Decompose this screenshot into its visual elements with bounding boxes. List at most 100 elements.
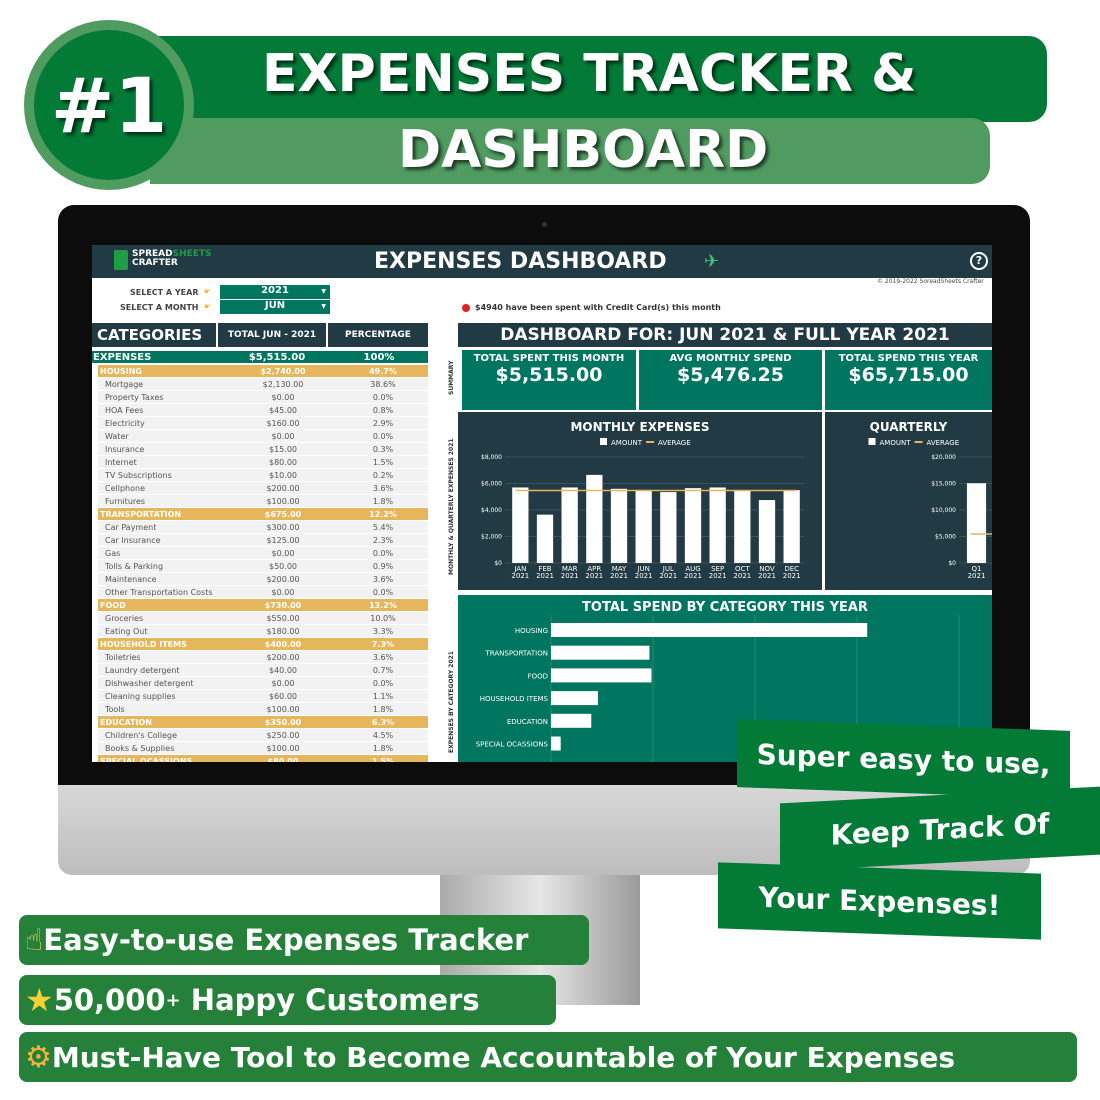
category-row: EDUCATION $350.00 6.3% [98, 716, 428, 728]
cell-pct: 0.2% [372, 470, 394, 480]
logo-text-b: SHEETS [172, 249, 212, 259]
total-pct: 100% [363, 351, 395, 363]
cell-amount: $2,130.00 [262, 379, 304, 389]
cell-name: Tools [105, 704, 125, 714]
bar [758, 500, 776, 563]
cell-name: TRANSPORTATION [100, 509, 182, 519]
help-button[interactable]: ? [970, 252, 988, 270]
cell-pct: 1.8% [372, 743, 394, 753]
table-row: Property Taxes $0.00 0.0% [98, 391, 428, 403]
x-tick-label-year: 2021 [709, 572, 727, 580]
cell-amount: $0.00 [271, 548, 295, 558]
cell-name: Toiletries [105, 652, 141, 662]
y-tick-label: $4,000 [481, 507, 502, 514]
cell-amount: $15.00 [269, 444, 297, 454]
year-select[interactable]: 2021 ▼ [220, 285, 330, 299]
cell-amount: $10.00 [269, 470, 297, 480]
category-row: SPECIAL OCASSIONS $80.00 1.5% [98, 755, 428, 762]
cell-pct: 1.5% [371, 756, 395, 763]
x-tick-label-year: 2021 [635, 572, 653, 580]
cell-name: Mortgage [105, 379, 144, 389]
cell-pct: 7.3% [371, 639, 395, 649]
x-tick-label-year: 2021 [585, 572, 603, 580]
webcam [542, 222, 547, 227]
side-label-charts: MONTHLY & QUARTERLY EXPENSES 2021 [448, 438, 455, 575]
chart-title: MONTHLY EXPENSES [570, 420, 709, 434]
table-row: Children's College $250.00 4.5% [98, 729, 428, 741]
chart-background [825, 412, 992, 590]
feature-easy: ☝ Easy-to-use Expenses Tracker [19, 915, 589, 965]
title-banner-top [150, 36, 1047, 122]
cell-pct: 3.6% [372, 574, 394, 584]
feature-text: Must-Have Tool to Become Accountable of … [51, 1040, 956, 1074]
cell-amount: $160.00 [266, 418, 300, 428]
y-tick-label: $15,000 [931, 481, 956, 488]
cell-pct: 0.9% [372, 561, 394, 571]
month-label: SELECT A MONTH [120, 303, 199, 312]
x-tick-label: OCT [735, 565, 750, 573]
cell-pct: 0.0% [372, 548, 394, 558]
cell-pct: 0.3% [372, 444, 394, 454]
cell-amount: $100.00 [266, 743, 300, 753]
table-header-categories: CATEGORIES [92, 323, 216, 347]
category-label: SPECIAL OCASSIONS [476, 741, 549, 749]
callout-3: Your Expenses! [718, 862, 1041, 940]
cell-amount: $45.00 [269, 405, 297, 415]
bar [660, 492, 677, 563]
cell-name: Car Payment [105, 522, 157, 532]
category-label: TRANSPORTATION [485, 650, 548, 658]
x-tick-label-year: 2021 [783, 572, 801, 580]
cell-pct: 0.0% [372, 431, 394, 441]
cell-pct: 2.9% [372, 418, 394, 428]
table-row: Cellphone $200.00 3.6% [98, 482, 428, 494]
cell-pct: 3.6% [372, 483, 394, 493]
legend-average: AVERAGE [658, 439, 691, 447]
title-banner-bottom [150, 118, 990, 184]
cell-amount: $200.00 [266, 574, 300, 584]
table-row: Furnitures $100.00 1.8% [98, 495, 428, 507]
cell-name: Furnitures [105, 496, 146, 506]
wrench-gear-icon: ⚙ [25, 1039, 52, 1075]
total-row: EXPENSES $5,515.00 100% [92, 351, 428, 363]
card-label: TOTAL SPENT THIS MONTH [473, 353, 625, 364]
table-row: Electricity $160.00 2.9% [98, 417, 428, 429]
month-value: JUN [264, 300, 286, 311]
rank-badge-text: #1 [34, 30, 184, 180]
year-label: SELECT A YEAR [130, 288, 199, 297]
chevron-down-icon: ▼ [321, 303, 326, 310]
cell-name: Property Taxes [105, 392, 164, 402]
dashboard-screen: SPREADSHEETS CRAFTER EXPENSES DASHBOARD ✈… [92, 245, 992, 762]
cell-amount: $180.00 [266, 626, 300, 636]
promo-title-line1: EXPENSES TRACKER & [262, 44, 917, 104]
cell-name: Internet [105, 457, 137, 467]
cell-name: Laundry detergent [105, 665, 180, 675]
legend-amount-swatch [868, 438, 876, 445]
cell-amount: $40.00 [269, 665, 297, 675]
side-label-category: EXPENSES BY CATEGORY 2021 [448, 651, 455, 753]
month-select[interactable]: JUN ▼ [220, 300, 330, 314]
x-tick-label-year: 2021 [684, 572, 702, 580]
y-tick-label: $20,000 [931, 454, 956, 461]
x-tick-label: MAR [562, 565, 578, 573]
table-header-total: TOTAL JUN - 2021 [218, 323, 326, 347]
cell-pct: 4.5% [372, 730, 394, 740]
table-row: TV Subscriptions $10.00 0.2% [98, 469, 428, 481]
cell-amount: $100.00 [266, 496, 300, 506]
cell-name: Water [105, 431, 129, 441]
cell-pct: 1.1% [372, 691, 394, 701]
chart-title: QUARTERLY [870, 420, 948, 434]
table-row: Insurance $15.00 0.3% [98, 443, 428, 455]
bar [684, 488, 702, 563]
y-tick-label: $10,000 [931, 507, 956, 514]
cell-name: Insurance [105, 444, 145, 454]
feature-text-2: Happy Customers [180, 983, 480, 1017]
bar [586, 474, 603, 563]
cell-pct: 3.6% [372, 652, 394, 662]
x-tick-label-year: 2021 [536, 572, 554, 580]
credit-card-note: $4940 have been spent with Credit Card(s… [475, 303, 721, 312]
cell-amount: $0.00 [271, 678, 295, 688]
cell-amount: $2,740.00 [260, 366, 306, 376]
category-label: HOUSING [515, 627, 548, 635]
feature-accountable: ⚙ Must-Have Tool to Become Accountable of… [19, 1032, 1077, 1082]
pointing-icon: ☛ [204, 302, 212, 311]
